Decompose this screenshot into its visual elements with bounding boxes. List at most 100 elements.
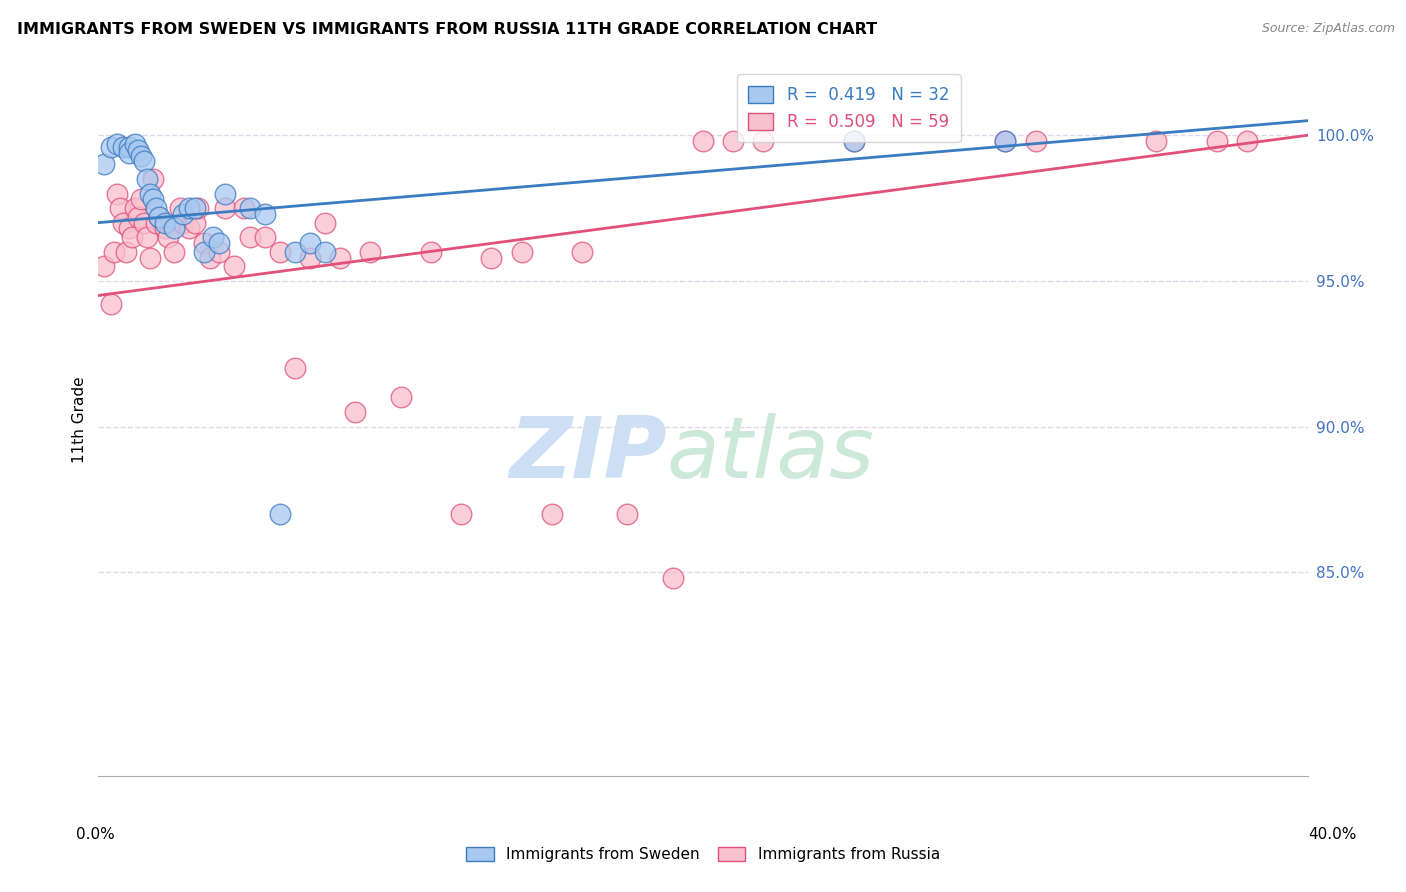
Point — [153, 216, 176, 230]
Point — [844, 134, 866, 148]
Point — [124, 136, 146, 151]
Point — [269, 244, 291, 259]
Point — [103, 244, 125, 259]
Point — [193, 235, 215, 250]
Point — [148, 210, 170, 224]
Point — [142, 192, 165, 206]
Point — [148, 210, 170, 224]
Point — [179, 221, 201, 235]
Text: atlas: atlas — [666, 413, 875, 497]
Point — [156, 230, 179, 244]
Point — [118, 140, 141, 154]
Point — [314, 216, 336, 230]
Point — [239, 230, 262, 244]
Point — [994, 134, 1017, 148]
Point — [121, 230, 143, 244]
Point — [616, 507, 638, 521]
Text: IMMIGRANTS FROM SWEDEN VS IMMIGRANTS FROM RUSSIA 11TH GRADE CORRELATION CHART: IMMIGRANTS FROM SWEDEN VS IMMIGRANTS FRO… — [17, 22, 877, 37]
Point — [314, 244, 336, 259]
Point — [208, 244, 231, 259]
Point — [118, 145, 141, 160]
Point — [661, 571, 683, 585]
Point — [172, 216, 194, 230]
Point — [145, 201, 167, 215]
Point — [169, 201, 191, 215]
Point — [124, 201, 146, 215]
Point — [127, 143, 149, 157]
Point — [172, 207, 194, 221]
Point — [184, 216, 207, 230]
Legend: Immigrants from Sweden, Immigrants from Russia: Immigrants from Sweden, Immigrants from … — [460, 840, 946, 868]
Point — [111, 140, 134, 154]
Point — [1024, 134, 1046, 148]
Text: 40.0%: 40.0% — [1309, 827, 1357, 841]
Point — [135, 230, 157, 244]
Point — [132, 154, 155, 169]
Point — [329, 251, 352, 265]
Point — [129, 148, 152, 162]
Point — [214, 201, 236, 215]
Point — [239, 201, 262, 215]
Point — [153, 221, 176, 235]
Point — [299, 235, 322, 250]
Point — [202, 230, 225, 244]
Point — [344, 405, 367, 419]
Point — [284, 361, 307, 376]
Point — [179, 201, 201, 215]
Point — [111, 216, 134, 230]
Text: 0.0%: 0.0% — [76, 827, 115, 841]
Point — [93, 157, 115, 171]
Point — [114, 244, 136, 259]
Point — [184, 201, 207, 215]
Point — [481, 251, 503, 265]
Point — [139, 251, 162, 265]
Point — [105, 136, 128, 151]
Point — [540, 507, 562, 521]
Point — [127, 210, 149, 224]
Point — [224, 260, 246, 274]
Point — [253, 230, 276, 244]
Point — [105, 186, 128, 201]
Point — [163, 244, 186, 259]
Point — [1206, 134, 1229, 148]
Point — [360, 244, 382, 259]
Point — [145, 216, 167, 230]
Point — [389, 391, 412, 405]
Point — [118, 221, 141, 235]
Point — [232, 201, 254, 215]
Point — [571, 244, 593, 259]
Point — [100, 140, 122, 154]
Point — [129, 192, 152, 206]
Point — [284, 244, 307, 259]
Point — [994, 134, 1017, 148]
Point — [510, 244, 533, 259]
Point — [1236, 134, 1258, 148]
Point — [214, 186, 236, 201]
Text: ZIP: ZIP — [509, 413, 666, 497]
Point — [253, 207, 276, 221]
Point — [142, 172, 165, 186]
Point — [299, 251, 322, 265]
Point — [420, 244, 443, 259]
Point — [269, 507, 291, 521]
Point — [752, 134, 775, 148]
Point — [187, 201, 209, 215]
Point — [163, 221, 186, 235]
Point — [844, 134, 866, 148]
Point — [1144, 134, 1167, 148]
Point — [450, 507, 472, 521]
Point — [208, 235, 231, 250]
Point — [692, 134, 714, 148]
Point — [108, 201, 131, 215]
Point — [193, 244, 215, 259]
Legend: R =  0.419   N = 32, R =  0.509   N = 59: R = 0.419 N = 32, R = 0.509 N = 59 — [737, 74, 960, 143]
Y-axis label: 11th Grade: 11th Grade — [72, 376, 87, 463]
Point — [723, 134, 745, 148]
Point — [100, 297, 122, 311]
Point — [132, 216, 155, 230]
Point — [139, 186, 162, 201]
Point — [93, 260, 115, 274]
Point — [135, 172, 157, 186]
Text: Source: ZipAtlas.com: Source: ZipAtlas.com — [1261, 22, 1395, 36]
Point — [200, 251, 222, 265]
